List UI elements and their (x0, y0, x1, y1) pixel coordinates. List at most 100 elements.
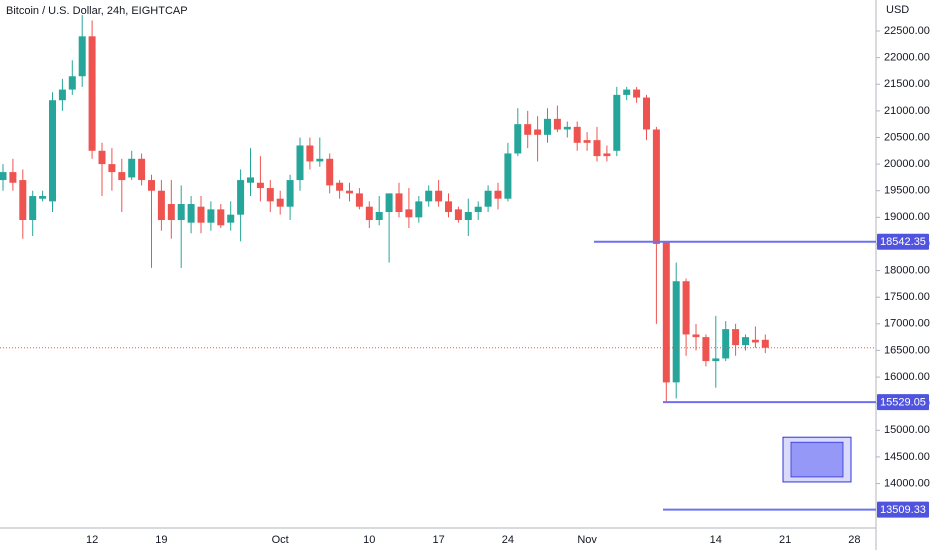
level-tag (877, 501, 929, 518)
candle-body (88, 36, 96, 151)
y-tick-label: 19000.00 (884, 211, 930, 223)
candle-body (524, 124, 532, 135)
x-tick-label: Oct (272, 534, 289, 546)
y-tick-label: 14000.00 (884, 477, 930, 489)
level-tag (877, 394, 929, 411)
y-tick-label: 20500.00 (884, 131, 930, 143)
candle-body (98, 150, 106, 165)
candle-body (682, 281, 690, 335)
y-tick-label: 19500.00 (884, 185, 930, 197)
y-tick-label: 15000.00 (884, 424, 930, 436)
candle-body (19, 180, 27, 221)
candle-body (445, 201, 452, 213)
candle-body (266, 188, 274, 202)
candle-body (623, 89, 631, 95)
candle-body (484, 190, 492, 207)
y-tick-label: 17500.00 (884, 291, 930, 303)
candle-body (652, 129, 660, 244)
candle-body (405, 209, 413, 218)
candle-body (593, 140, 601, 157)
candle-body (544, 118, 551, 135)
level-label: 15529.05 (880, 397, 926, 409)
candle-body (761, 339, 769, 348)
candle-body (296, 145, 304, 181)
y-tick-label: 22500.00 (884, 25, 930, 37)
candle-body (0, 172, 7, 181)
candle-body (355, 193, 363, 207)
candle-body (58, 89, 66, 101)
candle-body (613, 94, 621, 151)
candle-body (553, 118, 561, 130)
candle-body (187, 204, 195, 223)
candle-body (563, 126, 571, 130)
candle-body (316, 158, 324, 162)
candle-body (128, 158, 136, 178)
candle-body (603, 153, 611, 157)
candle-body (326, 158, 334, 186)
x-tick-label: 19 (155, 534, 167, 546)
candle-body (474, 206, 482, 213)
level-label: 18542.35 (880, 236, 926, 248)
candle-body (217, 209, 225, 226)
candle-body (375, 212, 383, 221)
candle-body (712, 358, 720, 362)
candle-body (197, 206, 205, 223)
x-tick-label: 12 (86, 534, 98, 546)
x-tick-label: 24 (502, 534, 514, 546)
candle-body (643, 97, 650, 130)
y-tick-label: 16500.00 (884, 344, 930, 356)
candle-body (662, 241, 670, 383)
y-tick-label: 14500.00 (884, 451, 930, 463)
candle-body (573, 126, 581, 143)
candle-body (692, 334, 700, 338)
y-tick-label: 20000.00 (884, 158, 930, 170)
x-tick-label: 10 (363, 534, 375, 546)
candle-body (157, 190, 165, 221)
candle-body (108, 164, 116, 173)
candle-body (722, 329, 730, 359)
candle-body (494, 190, 502, 199)
y-axis-label: USD (886, 4, 909, 16)
y-tick-label: 21000.00 (884, 105, 930, 117)
level-label: 13509.33 (880, 504, 926, 516)
candle-body (247, 177, 254, 183)
candle-body (148, 180, 155, 191)
x-tick-label: 14 (710, 534, 722, 546)
y-tick-label: 17000.00 (884, 318, 930, 330)
candle-body (49, 100, 56, 202)
x-tick-label: 21 (779, 534, 791, 546)
candle-body (39, 196, 47, 199)
candle-body (138, 158, 146, 181)
zone-inner (790, 441, 844, 478)
candle-body (227, 214, 235, 223)
candle-body (702, 337, 710, 362)
candle-body (167, 204, 175, 221)
y-tick-label: 16000.00 (884, 371, 930, 383)
y-tick-label: 21500.00 (884, 78, 930, 90)
candle-body (385, 193, 393, 213)
candle-body (504, 153, 512, 199)
candle-body (732, 329, 740, 346)
candle-body (633, 89, 641, 98)
candle-body (415, 201, 423, 218)
candle-body (435, 190, 443, 202)
candle-body (425, 190, 433, 202)
candle-body (118, 172, 126, 181)
y-tick-label: 22000.00 (884, 52, 930, 64)
level-tag (877, 233, 929, 250)
candle-body (306, 145, 314, 162)
candle-body (346, 190, 353, 194)
candle-body (454, 209, 462, 221)
candle-body (395, 193, 403, 213)
candle-body (237, 180, 245, 215)
candle-body (742, 337, 749, 346)
candle-body (514, 124, 522, 154)
x-tick-label: 17 (432, 534, 444, 546)
candle-body (78, 36, 86, 77)
candle-body (336, 182, 344, 191)
candle-body (464, 212, 472, 221)
candle-body (29, 196, 37, 221)
x-tick-label: 28 (848, 534, 860, 546)
candle-body (365, 206, 373, 221)
